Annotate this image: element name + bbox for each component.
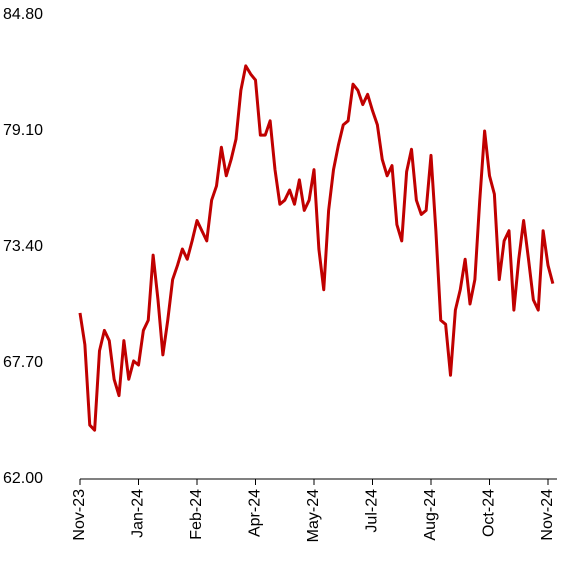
x-tick-label: May-24 bbox=[305, 489, 322, 542]
x-tick-label: Jan-24 bbox=[130, 489, 147, 538]
line-series bbox=[78, 64, 555, 432]
x-tick-label: Apr-24 bbox=[247, 489, 264, 537]
x-tick-label: Oct-24 bbox=[481, 489, 498, 537]
y-tick-label: 62.00 bbox=[3, 470, 43, 487]
x-tick-label: Jul-24 bbox=[364, 489, 381, 533]
y-tick-label: 79.10 bbox=[3, 122, 43, 139]
y-tick-label: 73.40 bbox=[3, 238, 43, 255]
x-tick-label: Nov-23 bbox=[71, 489, 88, 541]
x-tick-label: Feb-24 bbox=[188, 489, 205, 540]
x-tick-label: Aug-24 bbox=[422, 489, 439, 541]
x-tick-label: Nov-24 bbox=[539, 489, 556, 541]
y-tick-label: 84.80 bbox=[3, 6, 43, 23]
y-tick-label: 67.70 bbox=[3, 354, 43, 371]
